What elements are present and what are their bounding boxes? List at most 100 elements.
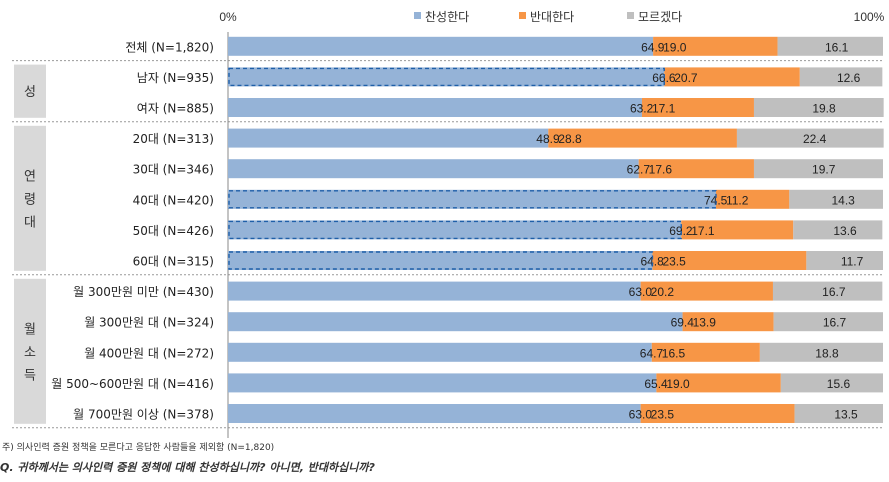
data-label: 22.4 (803, 132, 827, 146)
bar-segment (228, 281, 641, 301)
data-label: 16.7 (822, 285, 846, 299)
bar-segment (682, 312, 774, 332)
data-label: 20.2 (651, 285, 675, 299)
category-label: 월 300만원 대 (N=324) (84, 316, 214, 330)
group-panel (14, 125, 46, 271)
bar-segment (640, 404, 795, 423)
data-label: 16.7 (823, 316, 847, 330)
data-label: 19.8 (812, 102, 836, 116)
data-label: 62.7 (627, 163, 651, 177)
data-label: 19.7 (812, 163, 836, 177)
bar-segment (228, 67, 665, 87)
legend-label: 반대한다 (530, 10, 574, 24)
data-label: 63.0 (629, 408, 653, 422)
bar-segment (228, 312, 683, 332)
category-label: 60대 (N=315) (133, 255, 214, 269)
group-label-char: 연 (24, 169, 36, 184)
bar-segment (780, 373, 883, 393)
bar-segment (759, 342, 883, 362)
data-label: 11.7 (841, 255, 864, 269)
data-label: 28.8 (558, 132, 582, 146)
bar-segment (228, 159, 639, 179)
bar-segment (641, 98, 754, 117)
data-label: 69.2 (669, 224, 693, 238)
bar-segment (753, 159, 883, 179)
data-label: 74.5 (704, 193, 728, 207)
data-label: 48.9 (536, 132, 560, 146)
data-label: 23.5 (651, 408, 675, 422)
bar-segment (228, 36, 654, 56)
data-label: 13.9 (693, 316, 717, 330)
data-label: 16.5 (662, 346, 686, 360)
data-label: 20.7 (674, 71, 698, 85)
bar-segment (640, 281, 773, 301)
bar-segment (228, 189, 716, 209)
highlight-outline (228, 67, 665, 87)
group-panel (14, 64, 46, 118)
bar-segment (228, 98, 642, 117)
bar-segment (228, 220, 682, 240)
axis-label-left: 0% (219, 10, 237, 24)
category-label: 월 300만원 미만 (N=430) (73, 285, 214, 299)
data-label: 13.6 (833, 224, 857, 238)
data-label: 17.1 (652, 102, 676, 116)
bar-segment (228, 373, 657, 393)
category-label: 전체 (N=1,820) (125, 40, 214, 54)
bar-segment (228, 128, 549, 148)
legend-swatch (519, 12, 526, 19)
legend-swatch (627, 12, 634, 19)
bar-segment (799, 67, 883, 87)
data-label: 19.0 (666, 377, 690, 391)
bar-segment (753, 98, 884, 117)
data-label: 19.0 (663, 40, 687, 54)
group-label-char: 대 (24, 215, 36, 230)
bar-segment (789, 189, 883, 209)
data-label: 11.2 (726, 193, 749, 207)
bar-segment (715, 189, 790, 209)
category-label: 50대 (N=426) (133, 224, 214, 238)
bar-segment (793, 220, 883, 240)
bar-segment (652, 251, 807, 270)
bar-segment (638, 159, 754, 179)
category-label: 40대 (N=420) (133, 193, 214, 207)
bar-segment (773, 312, 883, 332)
data-label: 23.5 (662, 255, 686, 269)
bar-segment (794, 404, 883, 423)
bar-segment (772, 281, 883, 301)
category-label: 30대 (N=346) (133, 163, 214, 177)
group-panel (14, 278, 46, 424)
data-label: 69.4 (671, 316, 695, 330)
category-label: 월 400만원 대 (N=272) (84, 346, 214, 360)
bar-segment (228, 404, 641, 423)
group-label-char: 득 (24, 368, 36, 383)
data-label: 15.6 (827, 377, 851, 391)
group-label-char: 성 (24, 85, 36, 100)
highlight-outline (228, 251, 654, 270)
category-label: 월 700만원 이상 (N=378) (73, 408, 214, 422)
data-label: 65.4 (644, 377, 668, 391)
data-label: 18.8 (815, 346, 839, 360)
data-label: 13.5 (834, 408, 858, 422)
bar-segment (736, 128, 884, 148)
data-label: 64.7 (640, 346, 664, 360)
data-label: 17.1 (691, 224, 715, 238)
group-label-char: 소 (24, 345, 36, 360)
data-label: 17.6 (649, 163, 673, 177)
category-label: 남자 (N=935) (137, 71, 214, 85)
axis-label-right: 100% (854, 10, 885, 24)
legend-swatch (414, 12, 421, 19)
category-label: 여자 (N=885) (137, 102, 214, 116)
data-label: 16.1 (825, 40, 849, 54)
data-label: 64.9 (641, 40, 665, 54)
data-label: 64.8 (640, 255, 664, 269)
bar-segment (681, 220, 794, 240)
group-label-char: 월 (24, 322, 36, 337)
category-label: 월 500~600만원 대 (N=416) (51, 377, 214, 391)
bar-segment (806, 251, 883, 270)
bar-segment (656, 373, 781, 393)
legend-label: 찬성한다 (425, 9, 469, 24)
group-label-char: 령 (24, 192, 36, 207)
bar-segment (653, 36, 778, 56)
footnote: 주) 의사인력 증원 정책을 모른다고 응답한 사람들을 제외함 (N=1,82… (2, 443, 275, 453)
